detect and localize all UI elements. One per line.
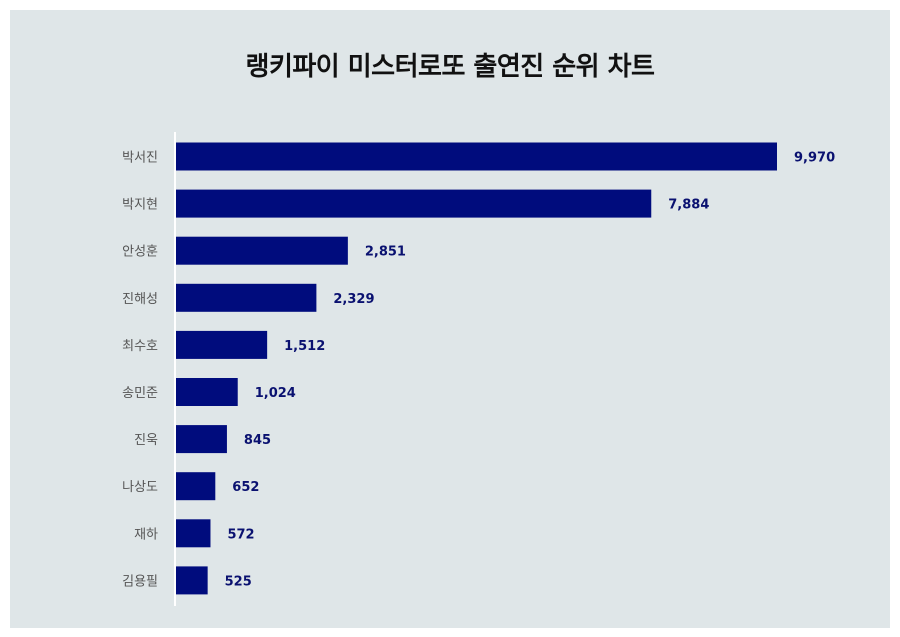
value-label: 652 [232,480,259,495]
category-label: 진해성 [122,292,158,307]
bar-3 [176,236,348,265]
category-label: 나상도 [122,480,158,495]
value-label: 1,512 [284,339,325,354]
value-label: 7,884 [668,198,709,213]
bar-7 [176,425,227,454]
value-label: 572 [227,527,254,542]
category-label: 최수호 [122,339,158,354]
value-label: 845 [244,433,271,448]
bar-8 [176,472,216,501]
category-label: 박서진 [122,151,158,166]
value-label: 9,970 [794,151,835,166]
value-label: 1,024 [255,386,296,401]
bar-10 [176,566,208,595]
category-label: 박지현 [122,198,158,213]
category-label: 김용필 [122,574,158,589]
bar-5 [176,330,268,359]
value-label: 2,329 [333,292,374,307]
bar-6 [176,378,238,406]
category-label: 송민준 [122,386,158,401]
category-label: 진욱 [134,433,158,448]
value-label: 525 [225,574,252,589]
category-label: 안성훈 [122,245,158,260]
category-label: 재하 [134,527,158,542]
chart-background [10,10,890,628]
chart-title: 랭키파이 미스터로또 출연진 순위 차트 [245,52,655,82]
bar-9 [176,519,211,548]
bar-2 [176,189,652,218]
bar-1 [176,142,777,171]
bar-4 [176,283,317,312]
value-label: 2,851 [365,245,406,260]
